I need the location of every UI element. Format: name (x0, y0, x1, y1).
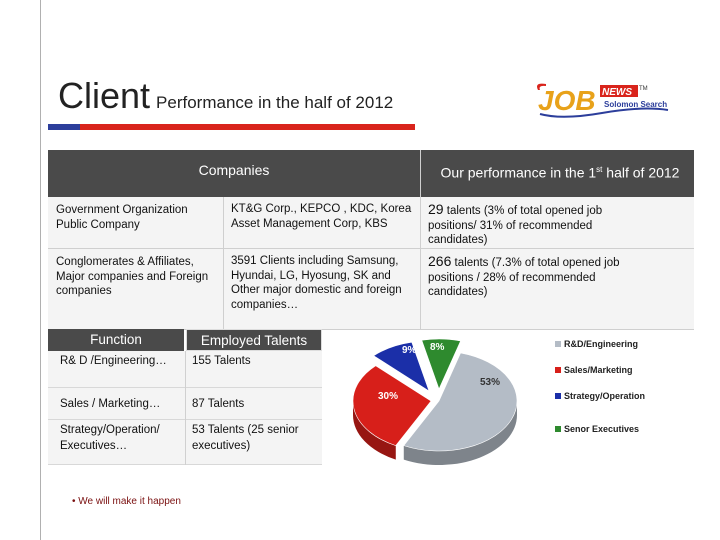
pie-slice-side (353, 401, 396, 460)
column-divider (185, 351, 186, 465)
table-row: Conglomerates & Affiliates, Major compan… (48, 249, 694, 330)
logo-job-text: JOB (538, 85, 596, 116)
jobnews-logo: JOB NEWS TM Solomon Search (537, 83, 669, 118)
companies-header: Companies (48, 150, 420, 197)
pie-data-label: 9% (402, 345, 417, 356)
page-title: Client Performance in the half of 2012 (58, 75, 393, 117)
pie-data-label: 53% (480, 377, 500, 388)
row-category: Government Organization Public Company (56, 204, 188, 231)
row-performance-text: talents (7.3% of total opened job positi… (428, 257, 620, 298)
row-talents: 87 Talents (192, 398, 245, 410)
row-performance: 266 talents (7.3% of total opened job po… (428, 254, 628, 300)
row-performance: 29 talents (3% of total opened job posit… (428, 202, 628, 248)
pie-data-label: 30% (378, 391, 398, 402)
logo-tm-text: TM (639, 86, 648, 92)
legend-label: Senor Executives (564, 424, 639, 434)
legend-swatch (555, 426, 561, 432)
row-function: Sales / Marketing… (60, 398, 161, 410)
footer-tagline: • We will make it happen (72, 496, 181, 507)
column-divider (420, 150, 421, 330)
legend-label: R&D/Engineering (564, 339, 638, 349)
logo-subtitle-text: Solomon Search (604, 100, 667, 109)
row-performance-number: 266 (428, 253, 452, 269)
title-subtitle: Performance in the half of 2012 (156, 93, 394, 112)
function-header: Function (48, 329, 184, 351)
legend-swatch (555, 367, 561, 373)
legend-label: Strategy/Operation (564, 391, 645, 401)
pie-slice-senor-executives (421, 338, 461, 390)
row-function: R& D /Engineering… (60, 355, 167, 367)
row-clients: KT&G Corp., KEPCO , KDC, Korea Asset Man… (231, 203, 412, 230)
employed-header: Employed Talents (186, 329, 322, 351)
performance-header-post: half of 2012 (602, 164, 680, 181)
legend-swatch (555, 341, 561, 347)
row-performance-text: talents (3% of total opened job position… (428, 205, 603, 246)
performance-header-pre: Our performance in the 1 (440, 164, 597, 181)
performance-header: Our performance in the 1st half of 2012 (420, 150, 694, 197)
pie-chart: 53% 30% 9% 8% R&D/Engineering Sales/Marketing… (352, 338, 645, 465)
legend-swatch (555, 393, 561, 399)
table-row: Government Organization Public Company K… (48, 197, 694, 249)
row-function: Strategy/Operation/ Executives… (60, 424, 160, 452)
logo-news-text: NEWS (602, 87, 632, 98)
companies-table: Companies Our performance in the 1st hal… (48, 150, 694, 330)
pie-slice-strategy-operation (373, 341, 430, 392)
left-rule (40, 0, 41, 540)
pie-slice-r-d-engineering (403, 352, 518, 452)
row-clients: 3591 Clients including Samsung, Hyundai,… (231, 255, 402, 311)
pie-data-label: 8% (430, 342, 445, 353)
title-underline-red (80, 124, 415, 130)
performance-header-sup: st (596, 165, 603, 174)
title-main: Client (58, 75, 151, 116)
pie-slice-side (403, 401, 517, 465)
row-talents: 155 Talents (192, 355, 251, 367)
row-category: Conglomerates & Affiliates, Major compan… (56, 256, 209, 297)
row-performance-number: 29 (428, 201, 444, 217)
pie-slice-sales-marketing (352, 365, 432, 446)
legend-label: Sales/Marketing (564, 365, 633, 375)
function-table: Function Employed Talents R& D /Engineer… (48, 329, 322, 465)
column-divider (223, 197, 224, 330)
title-underline-blue (48, 124, 80, 130)
row-talents: 53 Talents (25 senior executives) (192, 424, 299, 452)
